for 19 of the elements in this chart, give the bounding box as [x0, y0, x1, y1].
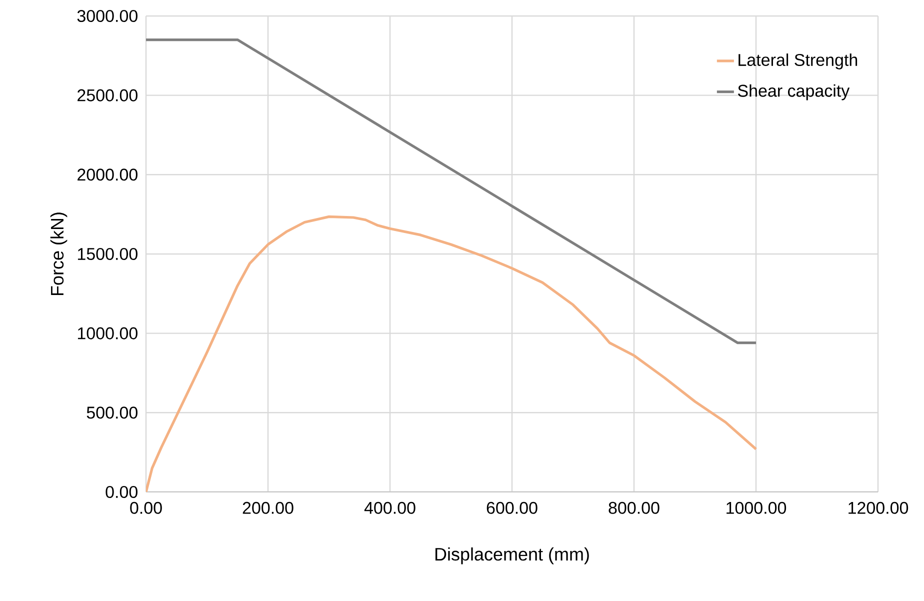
x-tick-label: 600.00 — [486, 502, 538, 514]
y-tick-label: 500.00 — [86, 406, 138, 419]
x-axis-title: Displacement (mm) — [435, 547, 589, 564]
line-series — [146, 215, 758, 492]
x-tick-label: 0.00 — [130, 502, 162, 514]
y-tick-label: 1000.00 — [78, 327, 138, 340]
y-tick-label: 2000.00 — [78, 168, 138, 181]
x-tick-label: 800.00 — [608, 502, 660, 514]
x-tick-label: 1000.00 — [726, 502, 786, 514]
x-tick-label: 400.00 — [364, 502, 416, 514]
y-tick-label: 1500.00 — [78, 248, 138, 260]
x-tick-label: 200.00 — [242, 502, 294, 514]
y-tick-label: 3000.00 — [77, 10, 138, 22]
x-tick-label: 1200.00 — [848, 502, 908, 514]
legend-label: Shear capacity — [738, 84, 850, 100]
y-tick-label: 2500.00 — [78, 89, 138, 102]
legend-label: Lateral Strength — [738, 54, 858, 70]
y-tick-label: 0.00 — [106, 486, 138, 498]
y-axis-title: Force (kN) — [50, 212, 68, 295]
